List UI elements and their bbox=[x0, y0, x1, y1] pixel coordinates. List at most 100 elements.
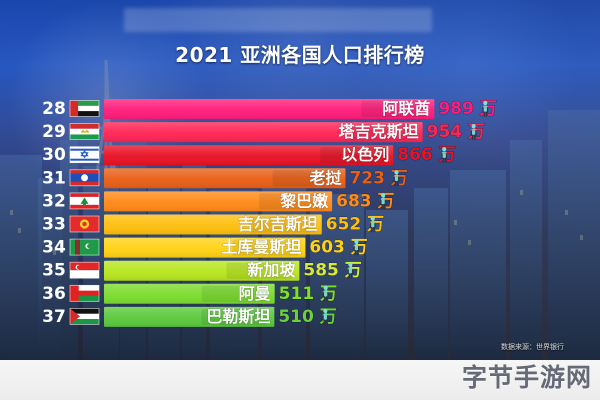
person-right-leg-1 bbox=[474, 134, 476, 140]
bar-sheen bbox=[104, 306, 275, 327]
tajikistan-flag-icon-outline bbox=[69, 123, 100, 140]
oman-flag-icon-middle bbox=[70, 290, 99, 296]
person-icon bbox=[322, 285, 330, 302]
person-left-leg-2 bbox=[442, 157, 444, 164]
bar-row: 36 阿曼 511 万 bbox=[42, 283, 337, 304]
rank-label: 32 bbox=[42, 191, 66, 211]
palestine-flag-icon-triangle bbox=[70, 308, 80, 325]
singapore-flag-icon bbox=[69, 261, 100, 279]
bar-sheen bbox=[104, 122, 423, 143]
value-label: 954 万 bbox=[427, 122, 485, 142]
person-head-9 bbox=[323, 308, 328, 313]
country-label-bg bbox=[232, 239, 299, 256]
bar-row: 35 新加坡 585 万 bbox=[42, 260, 362, 281]
country-label-bg bbox=[201, 285, 268, 302]
bar-row: 28 阿联酋 989 万 bbox=[42, 99, 497, 120]
uae-flag-icon bbox=[69, 100, 100, 117]
lebanon-flag-icon-outline bbox=[69, 192, 100, 210]
bar-sheen bbox=[104, 214, 322, 235]
country-label: 巴勒斯坦 bbox=[206, 307, 270, 326]
person-left-leg-6 bbox=[354, 250, 356, 256]
turkmenistan-flag-icon-carpet bbox=[75, 239, 80, 256]
person-shadow-6 bbox=[352, 245, 361, 247]
singapore-flag-icon-bottom bbox=[70, 270, 99, 279]
lebanon-flag-icon bbox=[69, 192, 100, 210]
value-label: 585 万 bbox=[303, 261, 361, 281]
turkmenistan-flag-icon-crescent-cut bbox=[87, 244, 92, 249]
person-left-arm-9 bbox=[322, 315, 324, 321]
rank-label: 35 bbox=[42, 261, 66, 281]
bar-sheen bbox=[104, 145, 394, 166]
turkmenistan-flag-icon bbox=[69, 238, 100, 256]
value-label: 866 万 bbox=[397, 145, 455, 165]
country-label-bg bbox=[226, 262, 293, 279]
person-right-arm-9 bbox=[326, 315, 329, 321]
lebanon-flag-icon-bottom bbox=[70, 204, 99, 209]
rank-label: 36 bbox=[42, 284, 66, 304]
person-right-leg-2 bbox=[444, 157, 446, 164]
person-right-arm-0 bbox=[486, 107, 489, 113]
bar-row: 37 巴勒斯坦 510 万 bbox=[42, 306, 337, 327]
israel-flag-icon-bottom-stripe bbox=[70, 158, 99, 161]
person-left-leg-7 bbox=[348, 273, 350, 279]
lebanon-flag-icon-cedar bbox=[80, 197, 89, 206]
tajikistan-flag-icon-green bbox=[70, 134, 99, 140]
bar-sheen bbox=[104, 191, 333, 212]
person-body-7 bbox=[348, 267, 353, 274]
chart-title: 2021 亚洲各国人口排行榜 bbox=[175, 43, 425, 67]
person-shadow-4 bbox=[379, 199, 387, 201]
person-icon bbox=[369, 216, 377, 233]
person-right-leg-9 bbox=[325, 319, 327, 325]
person-left-arm-6 bbox=[353, 245, 355, 252]
person-icon bbox=[352, 239, 361, 256]
country-label: 阿联酋 bbox=[382, 99, 430, 118]
person-icon bbox=[470, 124, 478, 140]
rank-label: 30 bbox=[42, 145, 66, 165]
kyrgyzstan-flag-icon bbox=[69, 215, 100, 233]
person-left-leg-3 bbox=[394, 180, 396, 187]
palestine-flag-icon-bottom bbox=[70, 319, 99, 325]
country-label-bg bbox=[201, 308, 268, 325]
person-right-arm-1 bbox=[475, 130, 477, 136]
country-label-bg bbox=[320, 147, 387, 164]
tajikistan-flag-icon-red bbox=[70, 123, 99, 129]
person-right-arm-4 bbox=[384, 199, 386, 206]
person-shadow-2 bbox=[440, 152, 448, 155]
bar-row: 30 以色列 866 万 bbox=[42, 145, 456, 166]
value-label: 603 万 bbox=[309, 238, 367, 258]
person-left-arm-3 bbox=[393, 176, 395, 183]
oman-flag-icon bbox=[69, 284, 100, 302]
person-shadow-3 bbox=[392, 175, 401, 178]
person-head-6 bbox=[354, 239, 359, 244]
person-left-leg-0 bbox=[483, 111, 485, 117]
person-shadow-0 bbox=[481, 106, 489, 108]
israel-flag-icon-top-stripe bbox=[70, 148, 99, 151]
person-right-leg-4 bbox=[383, 203, 385, 210]
person-left-leg-5 bbox=[371, 227, 373, 233]
person-body-6 bbox=[354, 244, 359, 251]
bar-row: 33 吉尔吉斯坦 652 万 bbox=[42, 214, 384, 235]
palestine-flag-icon-middle bbox=[70, 313, 99, 320]
oman-flag-icon-outline bbox=[69, 284, 100, 302]
person-head-0 bbox=[483, 100, 488, 106]
person-shadow-7 bbox=[346, 268, 354, 270]
person-body-3 bbox=[394, 174, 399, 182]
israel-flag-icon-outline bbox=[69, 146, 100, 164]
israel-flag-icon bbox=[69, 146, 100, 164]
person-right-arm-6 bbox=[358, 245, 360, 252]
person-left-arm-2 bbox=[441, 153, 443, 159]
bar-row: 31 老挝 723 万 bbox=[42, 168, 408, 189]
bottom-band bbox=[0, 360, 600, 400]
person-right-leg-0 bbox=[485, 111, 487, 117]
person-right-arm-5 bbox=[374, 222, 376, 229]
laos-flag-icon-bottom bbox=[70, 181, 99, 186]
site-watermark: 字节手游网 bbox=[461, 363, 592, 392]
country-label-bg bbox=[361, 101, 428, 117]
source-note: 数据来源：世界银行 bbox=[501, 343, 564, 351]
person-left-arm-1 bbox=[470, 130, 473, 136]
oman-flag-icon-bottom bbox=[70, 295, 99, 302]
rank-label: 31 bbox=[42, 168, 66, 188]
person-icon bbox=[392, 170, 401, 187]
country-label: 新加坡 bbox=[247, 261, 296, 280]
person-shadow-1 bbox=[470, 129, 478, 131]
